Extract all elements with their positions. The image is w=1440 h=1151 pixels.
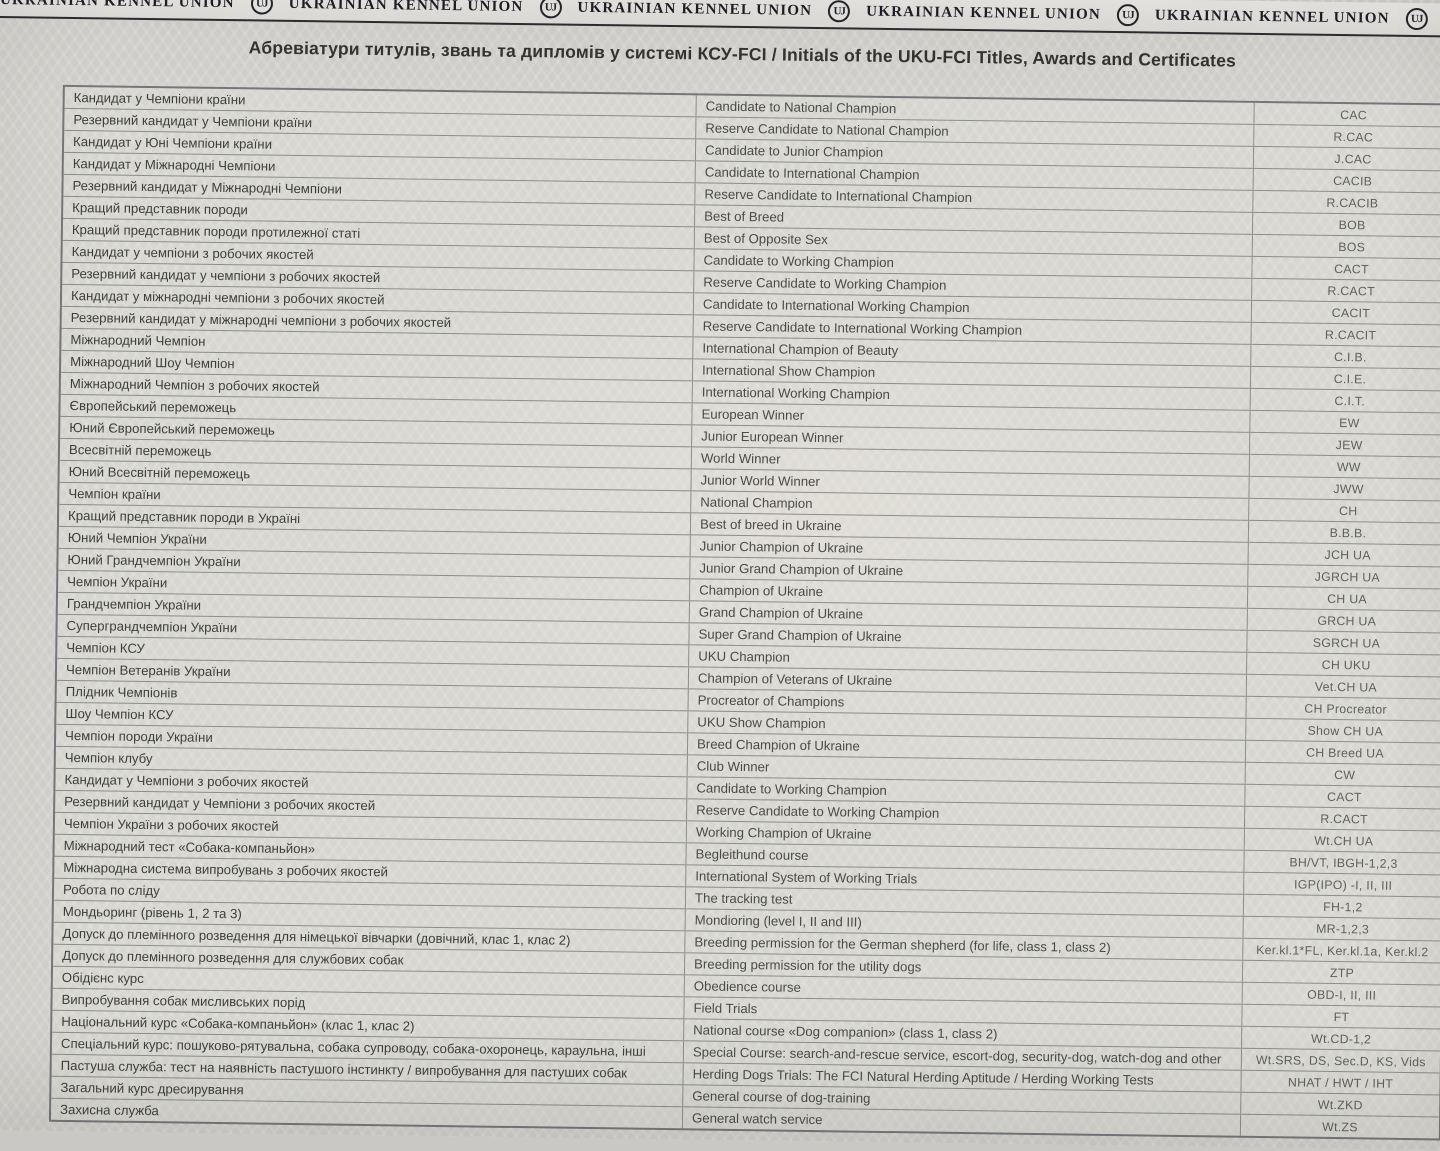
- title-abbreviation: R.CACT: [1327, 283, 1376, 299]
- title-abbreviation: R.CACIB: [1326, 195, 1379, 211]
- title-abbreviation: R.CAC: [1333, 129, 1374, 144]
- title-abbreviation: CH Breed UA: [1306, 745, 1384, 761]
- uku-logo-icon: UJ: [1405, 7, 1428, 31]
- title-abbreviation: C.I.E.: [1333, 371, 1367, 386]
- title-abbreviation: Show CH UA: [1307, 723, 1384, 739]
- title-abbreviation: BOB: [1338, 217, 1366, 232]
- banner-strip: UKRAINIAN KENNEL UNION UJ UKRAINIAN KENN…: [0, 0, 1440, 39]
- uku-monogram: UJ: [544, 1, 557, 14]
- uku-monogram: UJ: [1410, 12, 1423, 26]
- title-abbreviation: CACIT: [1331, 305, 1371, 320]
- uku-monogram: UJ: [833, 5, 846, 18]
- title-abbreviation: OBD-I, II, III: [1307, 987, 1377, 1003]
- title-abbreviation: CH: [1338, 503, 1358, 518]
- title-abbreviation: Wt.ZS: [1322, 1119, 1358, 1134]
- kennel-union-wordmark: UKRAINIAN KENNEL UNION: [0, 0, 235, 12]
- uku-logo-icon: UJ: [250, 0, 273, 15]
- uku-monogram: UJ: [1122, 9, 1134, 22]
- title-abbreviation: JGRCH UA: [1314, 569, 1381, 585]
- title-abbreviation: GRCH UA: [1317, 613, 1377, 629]
- title-abbreviation: JWW: [1333, 481, 1364, 496]
- uku-monogram: UJ: [255, 0, 268, 10]
- title-abbreviation: Ker.kl.1*FL, Ker.kl.1a, Ker.kl.2: [1256, 942, 1429, 959]
- titles-table: Кандидат у Чемпіони країни Candidate to …: [48, 84, 1440, 1141]
- uku-logo-icon: UJ: [828, 0, 851, 23]
- page-title: Абревіатури титулів, звань та дипломів у…: [248, 37, 1237, 71]
- title-abbreviation: SGRCH UA: [1312, 635, 1381, 651]
- uku-logo-icon: UJ: [1116, 4, 1140, 27]
- title-abbreviation: CH UA: [1327, 591, 1368, 606]
- title-abbreviation: BOS: [1338, 239, 1366, 254]
- title-abbreviation: CACIB: [1333, 173, 1373, 188]
- title-abbreviation: CH Procreator: [1304, 701, 1387, 717]
- kennel-union-wordmark: UKRAINIAN KENNEL UNION: [577, 0, 813, 19]
- title-abbreviation: ZTP: [1329, 965, 1355, 980]
- title-abbreviation: BH/VT, IBGH-1,2,3: [1289, 854, 1398, 871]
- title-abbreviation: CACT: [1334, 261, 1369, 276]
- title-abbreviation: NHAT / HWT / IHT: [1287, 1074, 1394, 1091]
- title-abbreviation: CW: [1334, 767, 1356, 782]
- title-abbreviation: CAC: [1340, 107, 1368, 122]
- title-abbreviation: IGP(IPO) -I, II, III: [1294, 876, 1393, 893]
- kennel-union-wordmark: UKRAINIAN KENNEL UNION: [1154, 7, 1390, 27]
- title-abbreviation: J.CAC: [1334, 151, 1372, 166]
- title-abbreviation: B.B.B.: [1329, 525, 1367, 540]
- title-abbreviation: CH UKU: [1321, 657, 1371, 672]
- title-abbreviation: FH-1,2: [1323, 899, 1363, 914]
- title-abbreviation: Wt.SRS, DS, Sec.D, KS, Vids: [1255, 1052, 1426, 1069]
- title-abbreviation: FT: [1333, 1009, 1350, 1024]
- title-abbreviation: Vet.CH UA: [1314, 679, 1378, 695]
- kennel-union-wordmark: UKRAINIAN KENNEL UNION: [866, 3, 1102, 23]
- title-abbreviation: C.I.B.: [1333, 349, 1367, 364]
- title-abbreviation: C.I.T.: [1334, 393, 1366, 408]
- title-abbreviation: JCH UA: [1324, 547, 1371, 562]
- title-abbreviation: WW: [1336, 459, 1361, 474]
- title-abbreviation: JEW: [1335, 437, 1363, 452]
- uku-logo-icon: UJ: [539, 0, 562, 19]
- kennel-union-wordmark: UKRAINIAN KENNEL UNION: [288, 0, 524, 16]
- title-abbreviation: Wt.CH UA: [1314, 833, 1374, 849]
- title-abbreviation: CACT: [1326, 789, 1362, 804]
- title-abbreviation: Wt.CD-1,2: [1311, 1031, 1372, 1047]
- title-abbreviation: R.CACT: [1320, 811, 1368, 826]
- title-abbreviation: EW: [1339, 415, 1360, 430]
- title-abbreviation: Wt.ZKD: [1317, 1097, 1363, 1112]
- title-abbreviation: R.CACIT: [1324, 327, 1377, 343]
- title-abbreviation: MR-1,2,3: [1316, 921, 1370, 936]
